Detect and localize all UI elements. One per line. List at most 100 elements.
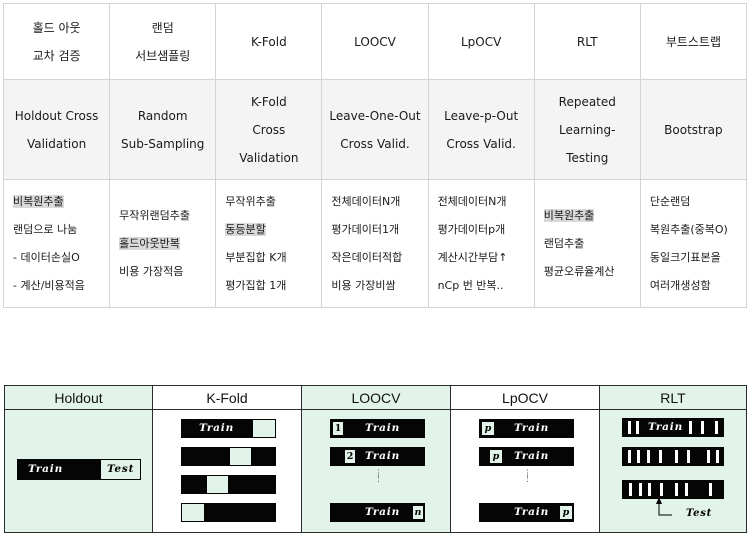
diagram-col-rlt: RLT Train	[600, 386, 746, 532]
diagram-col-holdout: Holdout Train Test	[5, 386, 153, 532]
feature-line: 전체데이터N개	[331, 194, 401, 208]
diagram-col-lpocv: LpOCV p Train p Train ⋮ ⋮ Train p	[451, 386, 600, 532]
diagram-heading: Holdout	[5, 386, 152, 410]
cell-line: Bootstrap	[664, 122, 723, 137]
train-label: Train	[365, 422, 401, 434]
test-sample-stripe	[637, 450, 640, 463]
train-label: Train	[28, 463, 64, 475]
features-rlt: 비복원추출 랜덤추출 평균오류율계산	[533, 179, 641, 308]
test-sample-stripe	[675, 483, 678, 496]
feature-line: - 데이터손실O	[13, 250, 80, 264]
test-label: Test	[107, 463, 135, 475]
test-sample-stripe	[716, 450, 719, 463]
test-fold	[182, 504, 205, 521]
test-sample-stripe	[709, 483, 712, 496]
feature-line: 계산시간부담↑	[437, 250, 508, 264]
rlt-bar: Train	[622, 418, 724, 437]
train-label: Train	[648, 421, 684, 433]
fold-bar	[181, 503, 276, 522]
features-holdout: 비복원추출 랜덤으로 나눔 - 데이터손실O - 계산/비용적음	[2, 179, 111, 308]
feature-line: 여러개생성함	[649, 278, 711, 292]
diagram-heading: K-Fold	[153, 386, 301, 410]
test-sample-stripe	[707, 450, 710, 463]
header-en-lpocv: Leave-p-Out Cross Valid.	[427, 79, 535, 180]
feature-line: 단순랜덤	[649, 194, 691, 208]
feature-text: 비복원추출	[543, 208, 595, 222]
test-fold	[252, 420, 275, 437]
feature-line: 비복원추출	[13, 188, 105, 216]
test-fold	[229, 448, 252, 465]
test-sample-stripe	[628, 450, 631, 463]
fold-bar	[181, 475, 276, 494]
header-en-bootstrap: Bootstrap	[639, 79, 748, 180]
test-sample-stripe	[629, 483, 632, 496]
diagram-col-kfold: K-Fold Train	[153, 386, 302, 532]
cell-line: LpOCV	[460, 34, 502, 49]
diagram-body: Train Test	[5, 410, 152, 532]
test-sample-stripe	[689, 421, 692, 434]
feature-line: 비용 가장비쌈	[331, 278, 396, 292]
header-ko-holdout: 홀드 아웃 교차 검증	[2, 3, 111, 80]
rlt-bar	[622, 447, 724, 466]
cell-line: Leave-One-Out	[329, 108, 421, 123]
test-sample-stripe	[715, 421, 718, 434]
test-sample-stripe	[687, 450, 690, 463]
cell-line: Testing	[566, 150, 609, 165]
cell-line: Learning-	[559, 122, 616, 137]
lpocv-bar: Train p	[479, 503, 574, 522]
train-test-bar: Train Test	[17, 459, 141, 480]
loocv-bar: 2 Train	[330, 447, 425, 466]
cell-line: RLT	[576, 34, 598, 49]
comparison-table: 홀드 아웃 교차 검증 랜덤 서브샘플링 K-Fold LOOCV LpOCV RL…	[2, 3, 748, 308]
test-sample-stripe	[659, 450, 662, 463]
leave-p-out-mark: p	[559, 505, 573, 520]
fold-bar: Train	[181, 419, 276, 438]
feature-line: 작은데이터적합	[331, 250, 403, 264]
train-label: Train	[514, 450, 550, 462]
feature-line: 무작위랜덤추출	[119, 208, 190, 222]
feature-line: 부분집합 K개	[225, 250, 287, 264]
header-ko-bootstrap: 부트스트랩	[639, 3, 748, 80]
header-ko-random: 랜덤 서브샘플링	[109, 3, 217, 80]
diagram-body: p Train p Train ⋮ ⋮ Train p	[451, 410, 599, 532]
train-label: Train	[365, 450, 401, 462]
cell-line: Leave-p-Out	[444, 108, 519, 123]
header-en-holdout: Holdout Cross Validation	[2, 79, 111, 180]
features-loocv: 전체데이터N개 평가데이터1개 작은데이터적합 비용 가장비쌈	[321, 179, 429, 308]
feature-line: 비복원추출	[543, 202, 636, 230]
header-en-random: Random Sub-Sampling	[109, 79, 217, 180]
rlt-bar	[622, 480, 724, 499]
test-sample-stripe	[648, 483, 651, 496]
cell-line: Cross Valid.	[446, 136, 516, 151]
diagram-heading: RLT	[600, 386, 746, 410]
cell-line: Sub-Sampling	[121, 136, 205, 151]
leave-out-index: 1	[332, 421, 344, 436]
diagram-body: 1 Train 2 Train ⋮ ⋮ Train n	[302, 410, 450, 532]
header-row-english: Holdout Cross Validation Random Sub-Sampli…	[2, 79, 748, 180]
diagram-body: Train	[600, 410, 746, 532]
test-sample-stripe	[675, 450, 678, 463]
feature-text: 홀드아웃반복	[119, 236, 180, 250]
diagram-col-loocv: LOOCV 1 Train 2 Train ⋮ ⋮ Train n	[302, 386, 451, 532]
cell-line: 부트스트랩	[665, 34, 722, 49]
feature-line: 동일크기표본을	[649, 250, 721, 264]
cell-line: 랜덤	[151, 20, 174, 35]
header-row-korean: 홀드 아웃 교차 검증 랜덤 서브샘플링 K-Fold LOOCV LpOCV RL…	[2, 3, 748, 80]
cell-line: Validation	[239, 150, 299, 165]
cell-line: 홀드 아웃	[32, 20, 81, 35]
feature-line: 랜덤추출	[543, 236, 585, 250]
train-label: Train	[514, 506, 550, 518]
feature-line: 평균오류율계산	[543, 264, 615, 278]
train-label: Train	[514, 422, 550, 434]
cell-line: Validation	[26, 136, 87, 151]
header-en-kfold: K-Fold Cross Validation	[215, 79, 323, 180]
test-sample-stripe	[636, 421, 639, 434]
feature-line: 평가집합 1개	[225, 278, 287, 292]
test-sample-stripe	[701, 421, 704, 434]
train-label: Train	[199, 422, 235, 434]
cell-line: Holdout Cross	[14, 108, 99, 123]
diagram-body: Train	[153, 410, 301, 532]
diagram-heading: LOOCV	[302, 386, 450, 410]
test-fold	[206, 476, 229, 493]
test-sample-stripe	[660, 483, 663, 496]
